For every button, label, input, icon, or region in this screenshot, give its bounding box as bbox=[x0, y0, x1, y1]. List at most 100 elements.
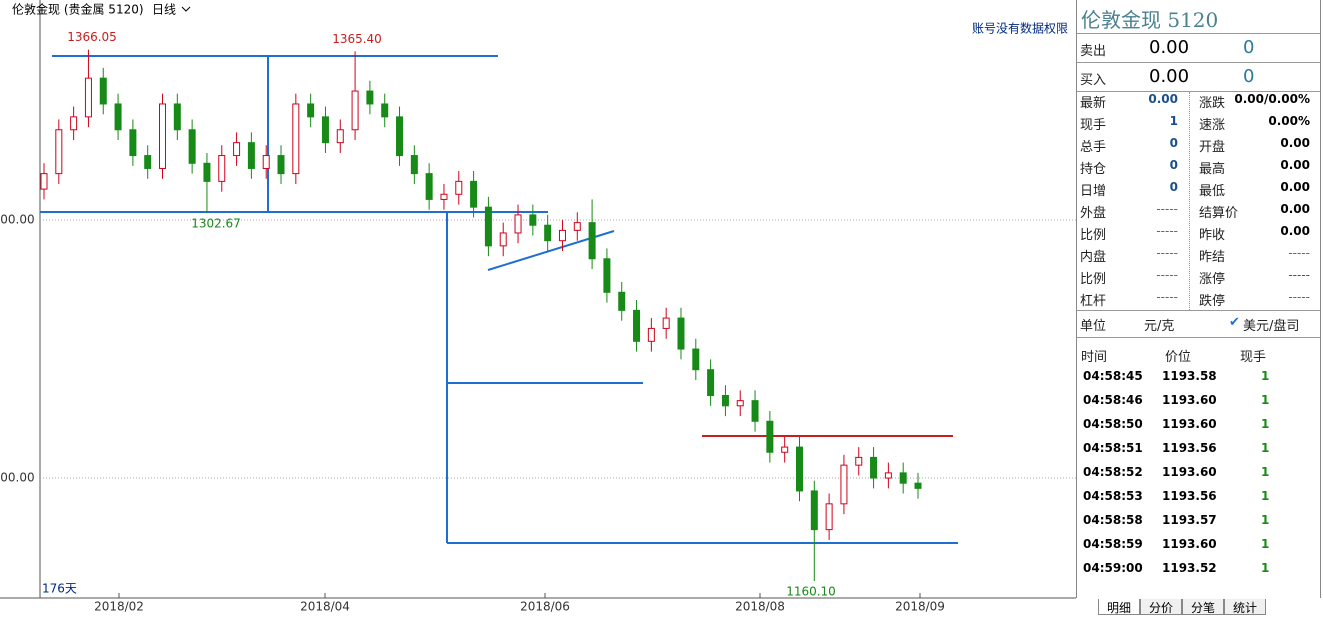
trade-time: 04:59:00 bbox=[1083, 561, 1143, 575]
trade-time: 04:58:51 bbox=[1083, 441, 1143, 455]
field-label: 速涨 bbox=[1199, 118, 1226, 133]
y-tick-label: 1200.00 bbox=[0, 471, 35, 485]
candle-body bbox=[810, 490, 818, 531]
trade-price: 1193.60 bbox=[1162, 537, 1217, 551]
field-label: 总手 bbox=[1080, 140, 1107, 155]
field-label: 昨收 bbox=[1199, 228, 1226, 243]
separator bbox=[1077, 33, 1320, 34]
trade-volume: 1 bbox=[1261, 561, 1270, 575]
trade-time: 04:58:58 bbox=[1083, 513, 1143, 527]
field-label: 最低 bbox=[1199, 184, 1226, 199]
trade-price: 1193.52 bbox=[1162, 561, 1217, 575]
trade-time: 04:58:45 bbox=[1083, 369, 1143, 383]
tab[interactable]: 分价 bbox=[1140, 599, 1182, 615]
field-label: 结算价 bbox=[1199, 206, 1239, 221]
candle-body bbox=[573, 222, 581, 231]
field-label: 比例 bbox=[1080, 228, 1107, 243]
tab[interactable]: 明细 bbox=[1098, 599, 1140, 615]
instrument: 伦敦金现 (贵金属 5120) bbox=[12, 2, 144, 17]
trade-price: 1193.56 bbox=[1162, 489, 1217, 503]
trade-price: 1193.58 bbox=[1162, 369, 1217, 383]
candle-body bbox=[899, 472, 907, 484]
unit-option[interactable]: 美元/盘司 bbox=[1243, 319, 1300, 334]
field-label: 外盘 bbox=[1080, 206, 1107, 221]
tab[interactable]: 统计 bbox=[1224, 599, 1266, 615]
candle-body bbox=[647, 327, 655, 342]
tab[interactable]: 分笔 bbox=[1182, 599, 1224, 615]
candle-body bbox=[129, 129, 137, 157]
period[interactable]: 日线 bbox=[152, 3, 176, 17]
field-value: ----- bbox=[1156, 224, 1178, 238]
trade-volume: 1 bbox=[1261, 393, 1270, 407]
trade-price: 1193.56 bbox=[1162, 441, 1217, 455]
x-tick-label: 2018/08 bbox=[735, 600, 785, 614]
candle-body bbox=[529, 214, 537, 226]
candle-body bbox=[603, 258, 611, 293]
field-label: 最新 bbox=[1080, 96, 1107, 111]
field-value: 0.00 bbox=[1280, 202, 1310, 216]
candle-body bbox=[40, 173, 48, 190]
candle-body bbox=[855, 456, 863, 466]
candle-body bbox=[514, 214, 522, 234]
trade-volume: 1 bbox=[1261, 537, 1270, 551]
candle-body bbox=[484, 206, 492, 247]
field-label: 内盘 bbox=[1080, 250, 1107, 265]
chart: 伦敦金现 (贵金属 5120) 日线 账号没有数据权限 176天 1300.00… bbox=[0, 0, 1076, 614]
candle-body bbox=[247, 142, 255, 169]
field-value: 0.00 bbox=[1280, 224, 1310, 238]
trade-price: 1193.57 bbox=[1162, 513, 1217, 527]
candle-body bbox=[662, 317, 670, 329]
dropdown-icon[interactable] bbox=[181, 6, 191, 12]
field-value: 0.00 bbox=[1280, 158, 1310, 172]
candle-body bbox=[351, 90, 359, 131]
quote-title: 伦敦金现 5120 bbox=[1081, 8, 1219, 32]
candle-body bbox=[410, 155, 418, 175]
trade-time: 04:58:52 bbox=[1083, 465, 1143, 479]
trade-volume: 1 bbox=[1261, 465, 1270, 479]
field-value: ----- bbox=[1156, 202, 1178, 216]
candle-body bbox=[292, 103, 300, 175]
x-tick-label: 2018/02 bbox=[94, 600, 144, 614]
trade-volume: 1 bbox=[1261, 441, 1270, 455]
candle-body bbox=[588, 222, 596, 260]
field-value: ----- bbox=[1156, 268, 1178, 282]
bidask-price: 0.00 bbox=[1149, 37, 1190, 58]
bidask-volume: 0 bbox=[1243, 37, 1255, 58]
candle-body bbox=[277, 155, 285, 175]
candle-body bbox=[766, 420, 774, 453]
trade-price: 1193.60 bbox=[1162, 393, 1217, 407]
field-value: 1 bbox=[1169, 114, 1178, 128]
field-label: 昨结 bbox=[1199, 250, 1226, 265]
field-value: 0 bbox=[1169, 180, 1178, 194]
candle-body bbox=[84, 77, 92, 118]
candle-body bbox=[618, 291, 626, 311]
bidask-volume: 0 bbox=[1243, 66, 1255, 87]
unit-value: 元/克 bbox=[1144, 319, 1175, 334]
trade-volume: 1 bbox=[1261, 417, 1270, 431]
trade-time: 04:58:50 bbox=[1083, 417, 1143, 431]
field-label: 日增 bbox=[1080, 184, 1107, 199]
candle-body bbox=[558, 229, 566, 242]
field-value: ----- bbox=[1156, 290, 1178, 304]
candle-body bbox=[884, 472, 892, 479]
candle-body bbox=[99, 77, 107, 105]
notice: 账号没有数据权限 bbox=[972, 21, 1068, 36]
candle-body bbox=[795, 446, 803, 492]
field-label: 涨停 bbox=[1199, 272, 1226, 287]
field-value: 0 bbox=[1169, 136, 1178, 150]
candle-body bbox=[203, 162, 211, 182]
candle-body bbox=[692, 348, 700, 371]
candle-body bbox=[218, 155, 226, 182]
candle-body bbox=[499, 232, 507, 247]
field-value: ----- bbox=[1288, 268, 1310, 282]
candle-body bbox=[159, 103, 167, 169]
field-value: 0.00% bbox=[1268, 114, 1310, 128]
field-label: 开盘 bbox=[1199, 140, 1226, 155]
candle-body bbox=[173, 103, 181, 131]
field-value: ----- bbox=[1156, 246, 1178, 260]
candle-body bbox=[366, 90, 374, 105]
field-value: 0.00 bbox=[1148, 92, 1178, 106]
field-label: 跌停 bbox=[1199, 294, 1226, 309]
span: 176天 bbox=[42, 582, 77, 596]
